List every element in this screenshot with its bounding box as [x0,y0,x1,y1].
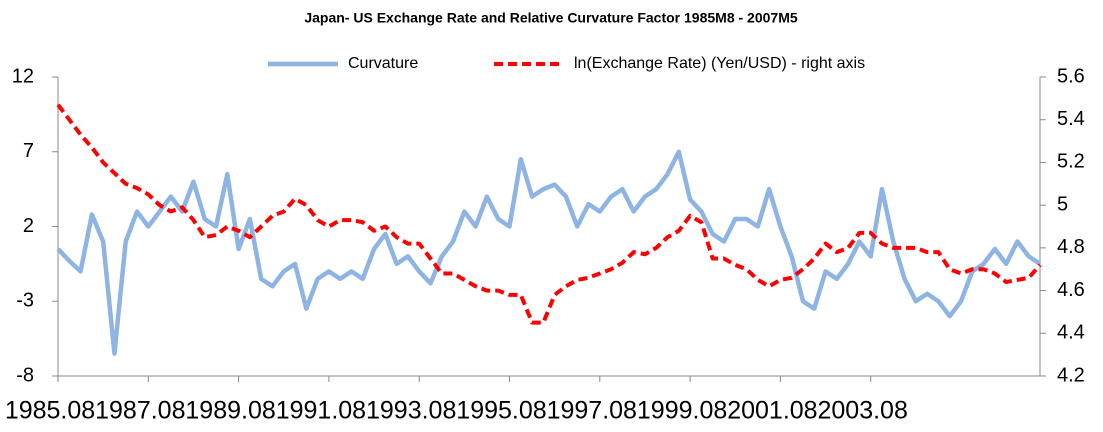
legend-label: ln(Exchange Rate) (Yen/USD) - right axis [574,55,865,72]
x-tick-label: 1989.08 [185,397,275,425]
legend-label: Curvature [348,55,418,72]
x-tick-label: 1985.08 [5,397,95,425]
y2-tick-label: 5 [1057,193,1068,215]
x-tick-label: 1987.08 [95,397,185,425]
y2-tick-label: 5.6 [1057,65,1085,87]
x-tick-label: 1993.08 [366,397,456,425]
x-tick-label: 1999.08 [637,397,727,425]
y-tick-label: 7 [23,140,34,162]
y2-tick-label: 4.6 [1057,279,1085,301]
y2-tick-label: 5.2 [1057,151,1085,173]
x-tick-label: 1997.08 [547,397,637,425]
series-line [56,149,1042,356]
y2-tick-label: 5.4 [1057,108,1085,130]
y2-tick-label: 4.2 [1057,364,1085,386]
y-tick-label: -3 [16,290,34,312]
y2-tick-label: 4.4 [1057,322,1085,344]
x-tick-label: 1995.08 [456,397,546,425]
x-tick-label: 2001.08 [727,397,817,425]
y-tick-label: 12 [12,65,34,87]
y-tick-label: 2 [23,215,34,237]
x-tick-label: 2003.08 [818,397,908,425]
x-tick-label: 1991.08 [276,397,366,425]
y-tick-label: -8 [16,364,34,386]
series-line [56,103,1042,325]
chart-title: Japan- US Exchange Rate and Relative Cur… [304,10,798,26]
y2-tick-label: 4.8 [1057,236,1085,258]
